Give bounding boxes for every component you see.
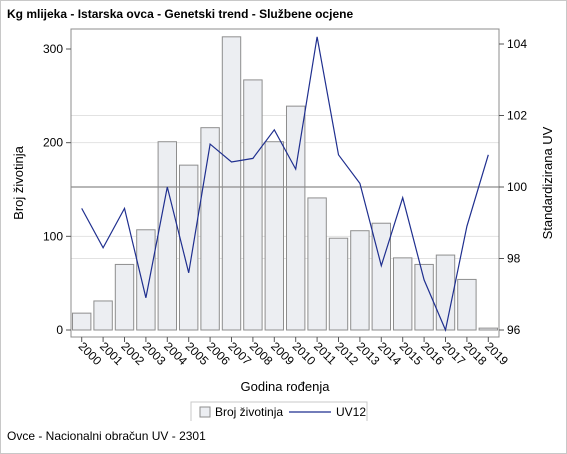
legend-box	[190, 401, 368, 421]
left-axis-label: Broj životinja	[11, 145, 26, 219]
bar-2005	[178, 164, 199, 331]
footnote: Ovce - Nacionalni obračun UV - 2301	[7, 429, 206, 443]
legend-label-line: UV12	[336, 405, 366, 419]
left-tick-label: 100	[43, 229, 63, 243]
bar-2008	[243, 79, 263, 331]
bar-2019	[478, 327, 499, 331]
bar-2004	[157, 141, 178, 331]
x-tick-label: 2011	[311, 339, 339, 367]
right-tick-label: 104	[507, 37, 527, 51]
bar-2001	[93, 300, 113, 331]
plot-frame	[70, 28, 500, 338]
line-uv12	[81, 36, 489, 332]
x-axis-label: Godina rođenja	[241, 379, 331, 394]
bar-2012	[328, 237, 349, 331]
bar-2006	[200, 127, 220, 331]
bar-2009	[264, 141, 285, 331]
legend-label-bar: Broj životinja	[215, 405, 283, 419]
bar-2000	[71, 312, 92, 331]
right-axis-label: Standardizirana UV	[540, 126, 555, 239]
chart-svg: 0100200300969810010210420002001200220032…	[11, 28, 555, 421]
axis-labels: Godina rođenja Broj životinja Standardizir…	[11, 126, 555, 394]
bar-2018	[457, 278, 477, 331]
x-tick-label: 2000	[76, 339, 105, 368]
bar-2017	[435, 254, 456, 331]
right-tick-label: 96	[507, 323, 521, 337]
right-tick-label: 100	[507, 180, 527, 194]
bar-2013	[350, 230, 370, 331]
bar-2003	[136, 229, 156, 331]
legend: Broj životinja UV12	[190, 401, 368, 421]
right-tick-label: 98	[507, 252, 521, 266]
left-tick-label: 300	[43, 42, 63, 56]
legend-swatch-bar	[199, 406, 211, 418]
axes	[70, 28, 500, 338]
right-tick-label: 102	[507, 109, 527, 123]
bar-2010	[285, 105, 306, 331]
bar-2015	[392, 257, 413, 331]
chart-title: Kg mlijeka - Istarska ovca - Genetski tr…	[7, 7, 354, 21]
bar-2011	[307, 197, 327, 331]
left-tick-label: 0	[56, 323, 63, 337]
line-series	[81, 36, 489, 332]
bar-2002	[114, 263, 135, 331]
left-tick-label: 200	[43, 136, 63, 150]
bar-2007	[221, 36, 242, 331]
bar-2016	[414, 263, 434, 331]
bar-series	[71, 36, 499, 331]
